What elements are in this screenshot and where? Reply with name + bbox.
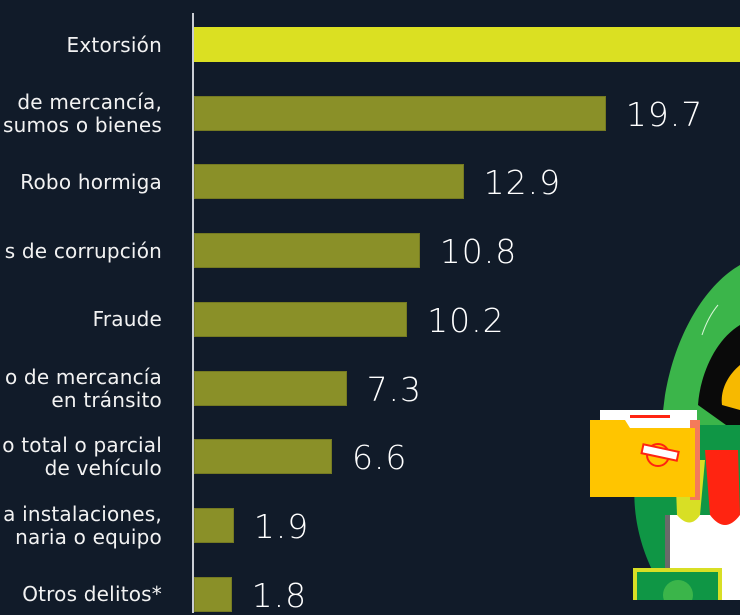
bar-row: Fraude 10.2 [0,300,740,340]
category-label-line: de mercancía, [17,89,162,114]
category-label-line: Fraude [92,307,162,332]
bar [194,27,740,62]
bar-row: Extorsión [0,27,740,63]
bar [194,233,420,269]
bar-row: o de mercancía en tránsito 7.3 [0,365,740,411]
category-label-line: Otros delitos* [22,582,162,607]
category-label-line: s de corrupción [4,238,162,263]
category-label: Extorsión [67,27,162,63]
value-label: 19.7 [625,94,704,134]
category-label-line: naria o equipo [15,524,162,549]
value-label: 10.8 [439,232,518,272]
category-label-line: en tránsito [51,387,162,412]
bar [194,507,234,543]
value-label: 7.3 [366,369,423,409]
value-label: 6.6 [351,438,408,478]
value-label: 1.9 [253,506,310,546]
bar-row: a instalaciones, naria o equipo 1.9 [0,502,740,548]
category-label: Robo hormiga [20,164,162,200]
value-label: 1.8 [251,575,308,615]
bar [194,576,232,612]
category-label-line: o total o parcial [2,433,162,458]
category-label-line: Extorsión [66,32,162,57]
category-label: Otros delitos* [22,577,162,613]
category-label-line: Robo hormiga [20,169,162,194]
bar [194,301,408,337]
bar [194,439,332,475]
category-label: o total o parcial de vehículo [2,434,162,480]
bar-row: o total o parcial de vehículo 6.6 [0,434,740,480]
category-label-line: o de mercancía [4,364,162,389]
bar-row: Robo hormiga 12.9 [0,163,740,203]
category-label: Fraude [93,302,162,338]
thief-illustration [590,265,740,600]
y-axis-line [192,13,194,613]
category-label: a instalaciones, naria o equipo [3,502,162,548]
bar [194,164,464,200]
value-label: 10.2 [427,300,505,340]
category-label: de mercancía, sumos o bienes [3,90,162,136]
category-label-line: de vehículo [44,456,162,481]
category-label-line: sumos o bienes [3,112,162,137]
bar [194,370,347,406]
category-label: o de mercancía en tránsito [5,365,162,411]
category-label: s de corrupción [5,233,162,269]
bar [194,95,606,131]
bar-row: s de corrupción 10.8 [0,232,740,272]
category-label-line: a instalaciones, [3,501,162,526]
bar-row: de mercancía, sumos o bienes 19.7 [0,90,740,136]
value-label: 12.9 [483,163,562,203]
